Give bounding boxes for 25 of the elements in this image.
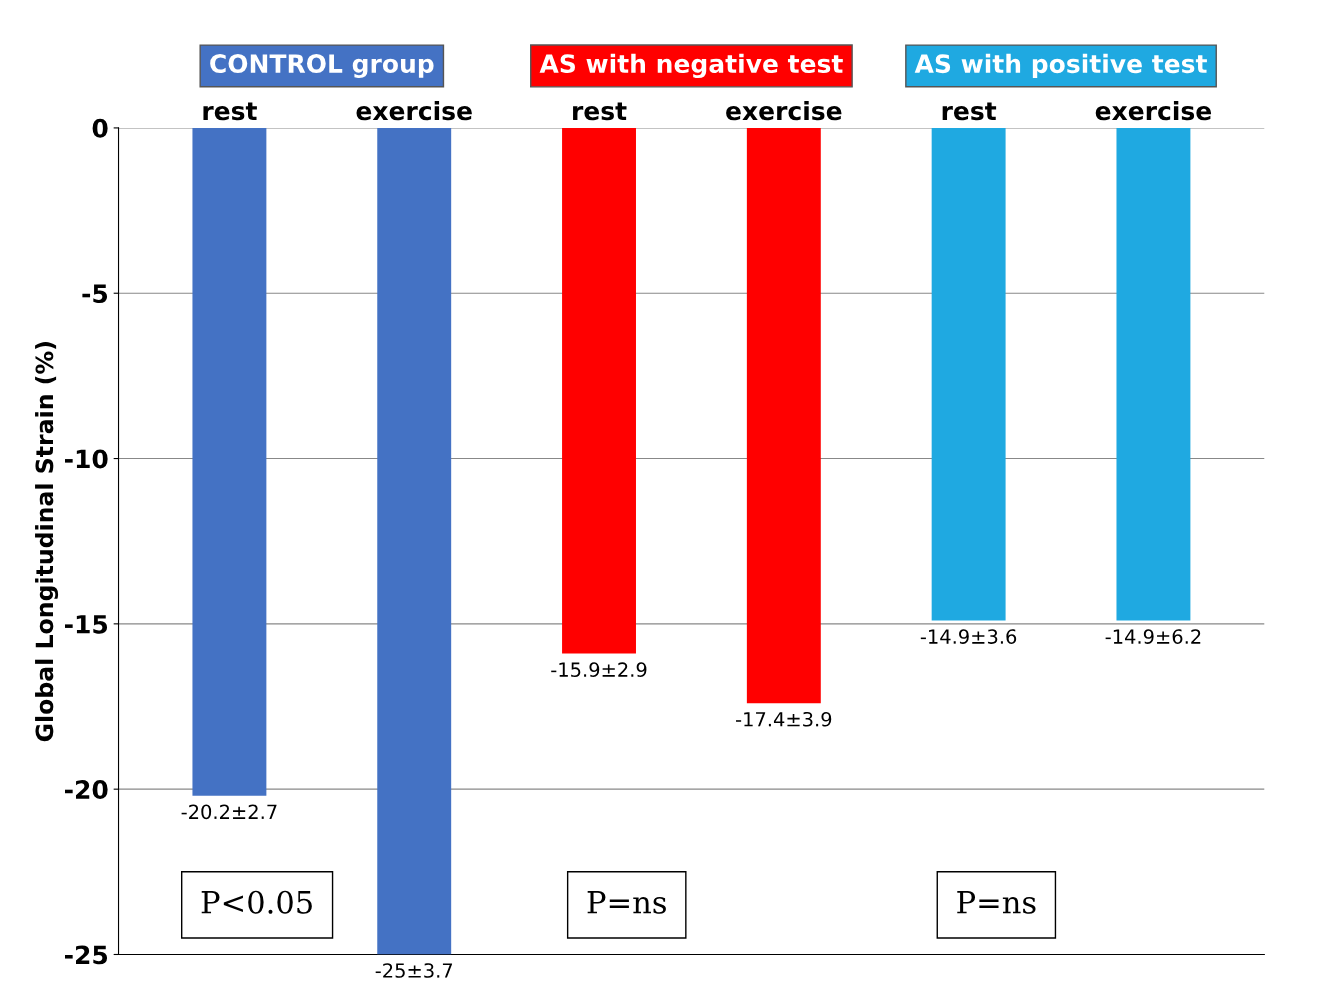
x-tick-label: rest xyxy=(203,102,257,121)
data-label: -15.9±2.9 xyxy=(551,662,647,677)
data-label: -14.9±6.2 xyxy=(1105,629,1201,644)
x-tick-label: exercise xyxy=(356,100,472,121)
x-tick-label: exercise xyxy=(726,100,842,121)
x-tick-label: exercise xyxy=(1095,100,1212,121)
y-axis-title: Global Longitudinal Strain (%) xyxy=(35,342,59,742)
y-tick-label: -25 xyxy=(65,945,108,965)
annotation: P=ns xyxy=(587,891,666,914)
y-tick-label: -15 xyxy=(65,615,108,634)
y-tick-label: -5 xyxy=(82,284,108,304)
data-label: -25±3.7 xyxy=(375,963,453,978)
text: AS with positive test xyxy=(914,53,1207,79)
data-label: -20.2±2.7 xyxy=(181,804,277,820)
x-tick-label: rest xyxy=(573,102,627,121)
annotation: P<0.05 xyxy=(201,890,312,914)
data-label: -17.4±3.9 xyxy=(736,711,832,727)
y-tick-label: -20 xyxy=(65,780,108,800)
y-tick-label: -10 xyxy=(65,449,108,469)
y-tick-label: 0 xyxy=(92,118,108,138)
text: AS with negative test xyxy=(539,53,843,79)
text: CONTROL group xyxy=(210,54,434,79)
x-tick-label: rest xyxy=(942,102,997,121)
data-label: -14.9±3.6 xyxy=(920,629,1017,644)
annotation: P=ns xyxy=(957,891,1036,914)
